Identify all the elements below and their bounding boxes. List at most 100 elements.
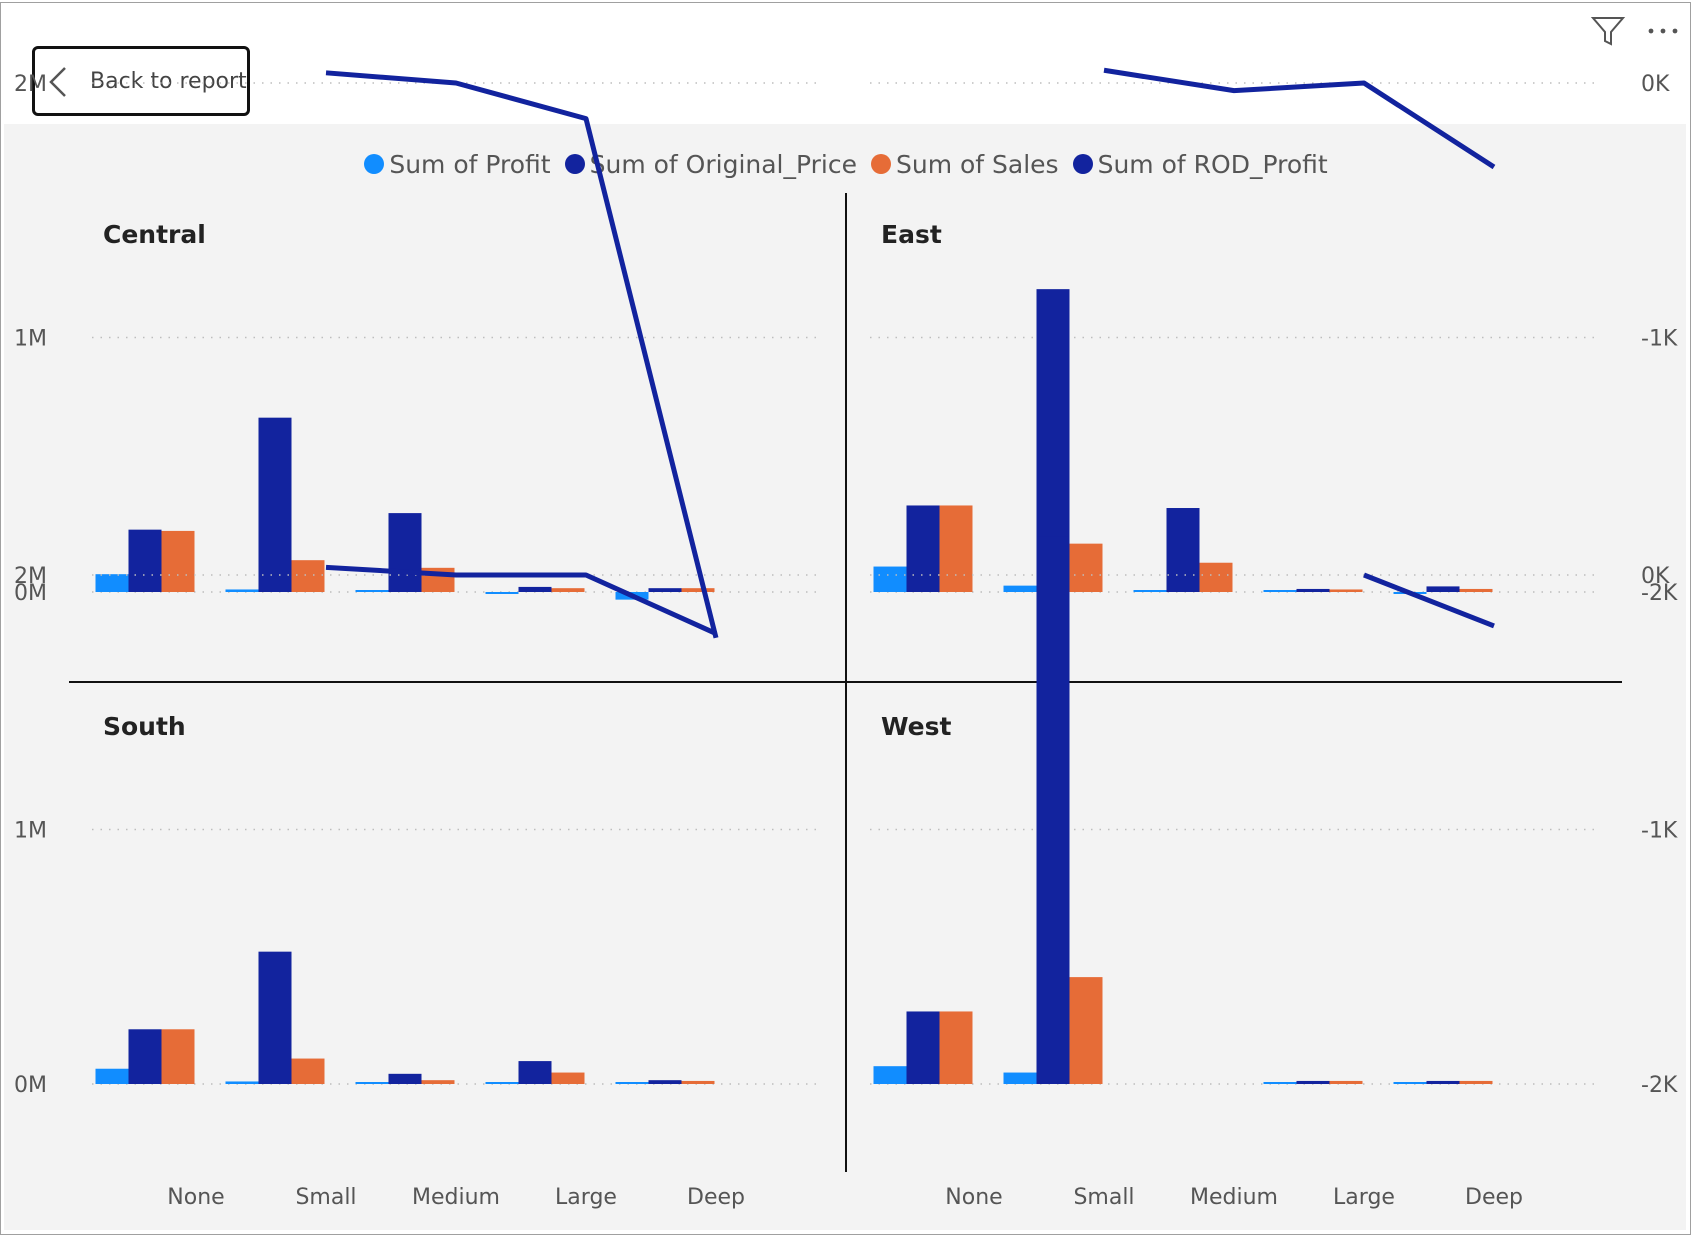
series-line-rod-profit — [1103, 67, 1496, 170]
series-line-rod-profit — [325, 70, 719, 639]
bar — [128, 529, 162, 592]
y2-axis-tick-label: -2K — [1641, 581, 1678, 606]
y2-axis-tick-label: -1K — [1641, 819, 1678, 844]
panel-title: East — [881, 220, 942, 249]
bar — [1459, 588, 1493, 592]
bar — [355, 1082, 389, 1084]
x-axis-tick-label: None — [945, 1185, 1002, 1210]
bar — [615, 1082, 649, 1084]
bar — [95, 574, 129, 592]
bar — [258, 951, 292, 1084]
bar — [95, 1068, 129, 1084]
legend-marker-icon — [564, 154, 585, 174]
bar — [1263, 1082, 1297, 1084]
filter-icon[interactable] — [1590, 14, 1626, 48]
bar — [355, 590, 389, 592]
y-axis-tick-label: 2M — [14, 564, 47, 589]
y2-axis-tick-label: 0K — [1641, 72, 1670, 97]
x-axis-tick-label: Large — [555, 1185, 617, 1210]
bar — [939, 1011, 973, 1084]
bar — [225, 589, 259, 592]
bar — [1459, 1080, 1493, 1084]
x-axis-tick-label: Deep — [687, 1185, 745, 1210]
bar — [1393, 1082, 1427, 1084]
panel-title: South — [103, 712, 186, 741]
y2-axis-tick-label: -2K — [1641, 1073, 1678, 1098]
bar — [648, 588, 682, 592]
bar — [258, 417, 292, 592]
bar — [939, 505, 973, 592]
bar — [1003, 585, 1037, 592]
x-axis-tick-label: Large — [1333, 1185, 1395, 1210]
bar — [485, 1082, 519, 1084]
bar — [1133, 590, 1167, 592]
y2-axis-tick-label: 0K — [1641, 564, 1670, 589]
legend-item-original-price[interactable]: Sum of Original_Price — [564, 149, 857, 179]
chevron-left-icon — [49, 67, 66, 97]
bar — [128, 1029, 162, 1084]
legend-marker-icon — [1072, 154, 1093, 174]
bar — [291, 560, 325, 592]
y-axis-tick-label: 1M — [14, 819, 47, 844]
x-axis-tick-label: Medium — [412, 1185, 500, 1210]
bar — [485, 592, 519, 594]
bar — [681, 588, 715, 592]
bar — [1166, 508, 1200, 592]
bar — [291, 1058, 325, 1084]
x-axis-tick-label: Medium — [1190, 1185, 1278, 1210]
bar — [551, 1072, 585, 1084]
more-options-icon[interactable] — [1645, 18, 1681, 44]
bar — [1036, 536, 1070, 1084]
bar — [225, 1081, 259, 1084]
bar — [1296, 588, 1330, 592]
legend-label: Sum of Profit — [389, 149, 551, 179]
y-axis-tick-label: 0M — [14, 581, 47, 606]
bar — [1329, 1080, 1363, 1084]
back-to-report-button[interactable]: Back to report — [32, 46, 250, 116]
x-axis-tick-label: Small — [295, 1185, 356, 1210]
y-axis-tick-label: 2M — [14, 72, 47, 97]
back-to-report-label: Back to report — [90, 69, 247, 94]
bar — [1069, 977, 1103, 1084]
x-axis-tick-label: Deep — [1465, 1185, 1523, 1210]
bar — [906, 505, 940, 592]
bar — [1329, 589, 1363, 592]
legend-item-sales[interactable]: Sum of Sales — [870, 149, 1059, 179]
bar — [681, 1080, 715, 1084]
bar — [906, 1011, 940, 1084]
legend-item-profit[interactable]: Sum of Profit — [364, 149, 551, 179]
bar — [1069, 543, 1103, 592]
bar — [873, 566, 907, 592]
y-axis-tick-label: 1M — [14, 327, 47, 352]
bar — [1263, 590, 1297, 592]
legend-marker-icon — [364, 154, 385, 174]
bar — [161, 530, 195, 592]
legend-marker-icon — [870, 154, 891, 174]
bar — [873, 1066, 907, 1084]
y2-axis-tick-label: -1K — [1641, 327, 1678, 352]
bar — [648, 1080, 682, 1084]
y-axis-tick-label: 0M — [14, 1073, 47, 1098]
bar — [1199, 562, 1233, 592]
legend-label: Sum of Original_Price — [589, 149, 857, 179]
bar — [551, 588, 585, 592]
bar — [518, 1061, 552, 1084]
legend-item-rod-profit[interactable]: Sum of ROD_Profit — [1072, 149, 1328, 179]
bar — [388, 513, 422, 592]
bar — [161, 1029, 195, 1084]
legend-label: Sum of Sales — [895, 149, 1059, 179]
chart-legend: Sum of Profit Sum of Original_Price Sum … — [0, 146, 1692, 182]
panel-title: Central — [103, 220, 206, 249]
x-axis-tick-label: None — [167, 1185, 224, 1210]
bar — [518, 586, 552, 592]
bar — [1296, 1080, 1330, 1084]
bar — [388, 1073, 422, 1084]
series-line-rod-profit — [1363, 572, 1495, 629]
bar — [1426, 1080, 1460, 1084]
legend-label: Sum of ROD_Profit — [1097, 149, 1328, 179]
bar — [1003, 1072, 1037, 1084]
bar — [1426, 586, 1460, 592]
x-axis-tick-label: Small — [1073, 1185, 1134, 1210]
panel-title: West — [881, 712, 952, 741]
